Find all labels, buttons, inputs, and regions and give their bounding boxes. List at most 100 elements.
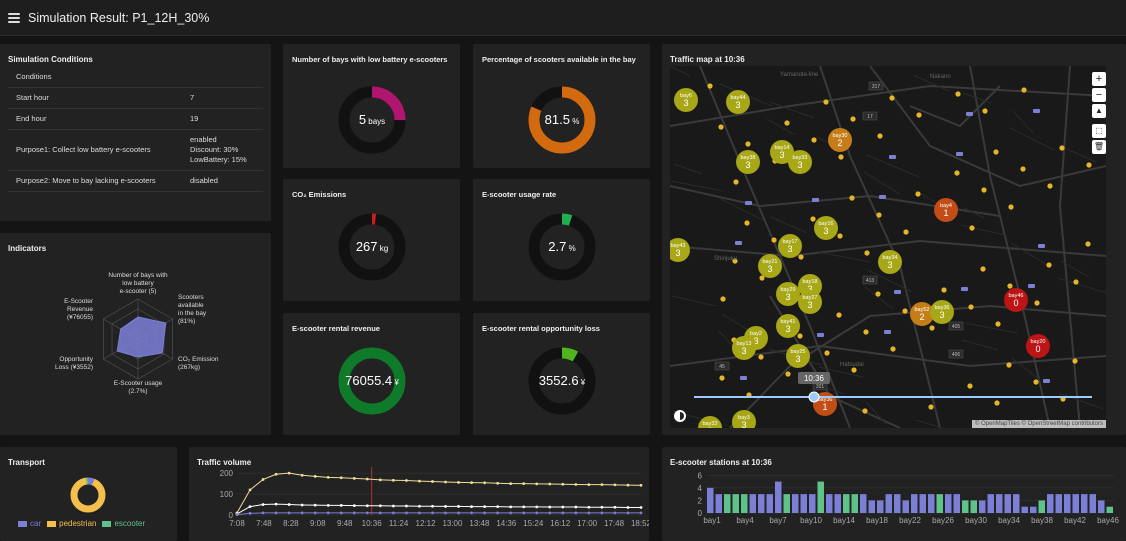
condition-label: Purpose2: Move to bay lacking e-scooters <box>8 170 182 192</box>
legend-car[interactable]: car <box>18 519 41 528</box>
series-point <box>300 473 304 477</box>
series-point <box>483 511 487 515</box>
compass-icon[interactable]: ▲ <box>1092 104 1106 118</box>
pedestrian-icon <box>744 220 750 226</box>
bay-marker[interactable]: bay41 <box>934 198 958 222</box>
bay-count: 3 <box>787 244 792 254</box>
legend-pedestrian[interactable]: pedestrian <box>47 519 96 528</box>
x-tick-label: bay34 <box>998 516 1020 525</box>
series-point <box>626 511 630 515</box>
x-tick-label: 11:24 <box>389 519 409 528</box>
bay-marker[interactable]: bay33 <box>732 410 756 428</box>
station-bar <box>775 481 782 513</box>
escooter-swatch <box>102 520 112 527</box>
pedestrian-icon <box>1034 300 1040 306</box>
series-point <box>365 504 369 508</box>
x-tick-label: 14:36 <box>496 519 517 528</box>
series-point <box>613 505 617 509</box>
road-number-badge <box>868 81 884 91</box>
bay-name: bay33 <box>703 421 718 427</box>
pedestrian-icon <box>915 191 921 197</box>
draw-polygon-icon[interactable]: ⬚ <box>1092 124 1106 138</box>
rental-revenue-title: E-scooter rental revenue <box>292 324 380 333</box>
road-number-badge <box>948 349 964 359</box>
y-tick-label: 6 <box>698 471 703 480</box>
series-point <box>431 480 434 483</box>
bay-circle <box>878 250 902 274</box>
zoom-in-button[interactable]: + <box>1092 72 1106 86</box>
bay-name: bay6 <box>680 93 692 99</box>
pedestrian-icon <box>784 120 790 126</box>
series-point <box>326 511 330 515</box>
series-point <box>248 511 252 515</box>
road-number: 45 <box>719 364 725 370</box>
indicators-card: Indicators Number of bays with low batter… <box>0 233 271 435</box>
trash-icon[interactable]: 🗑 <box>1092 140 1106 154</box>
bay-name: bay41 <box>781 319 796 325</box>
series-point <box>418 511 421 515</box>
theme-toggle-icon[interactable] <box>674 410 686 422</box>
legend-escooter[interactable]: escooter <box>102 519 145 528</box>
time-slider-handle[interactable] <box>808 391 820 403</box>
metric-value: 81.5 % <box>528 111 596 129</box>
map-street <box>766 118 796 136</box>
series-point <box>548 505 552 509</box>
pedestrian-icon <box>980 266 986 272</box>
donut-ring <box>338 86 406 154</box>
map-street <box>863 171 901 195</box>
bay-count: 3 <box>741 420 746 428</box>
station-bar <box>919 494 926 513</box>
zoom-out-button[interactable]: − <box>1092 88 1106 102</box>
hamburger-menu-icon[interactable] <box>8 12 20 23</box>
legend-escooter-label: escooter <box>114 519 146 528</box>
bay-name: bay52 <box>915 307 930 313</box>
series-point <box>444 505 447 508</box>
traffic-volume-chart: 0 100 200 7:08 7:48 8:28 9:08 9:48 10:36 11:24 12:… <box>220 467 649 528</box>
donut-ring <box>338 213 406 281</box>
map-road <box>670 239 1106 258</box>
series-point <box>431 511 434 515</box>
map-street <box>963 207 985 219</box>
series-point <box>418 479 421 483</box>
x-tick-label: bay4 <box>736 516 754 525</box>
donut-value-arc <box>528 86 596 154</box>
bay-count: 3 <box>795 354 800 364</box>
map-street <box>962 92 992 104</box>
x-tick-label: 9:48 <box>337 519 353 528</box>
time-slider[interactable]: 10:36 <box>694 372 1092 403</box>
bay-circle <box>732 410 756 428</box>
legend-car-label: car <box>30 519 42 528</box>
traffic-map[interactable]: bay6 3 bay44 3 bay30 2 bay38 3 bay14 3 bay33 3 bay4 1… <box>670 66 1106 428</box>
condition-row: End hour 19 <box>8 108 263 130</box>
series-point <box>496 511 500 515</box>
metric-unit: % <box>569 117 580 126</box>
series-point <box>587 511 591 515</box>
station-bar <box>732 494 739 513</box>
series-point <box>365 477 369 481</box>
x-tick-label: 7:48 <box>256 519 272 528</box>
station-bar <box>766 494 773 513</box>
series-point <box>235 513 239 516</box>
